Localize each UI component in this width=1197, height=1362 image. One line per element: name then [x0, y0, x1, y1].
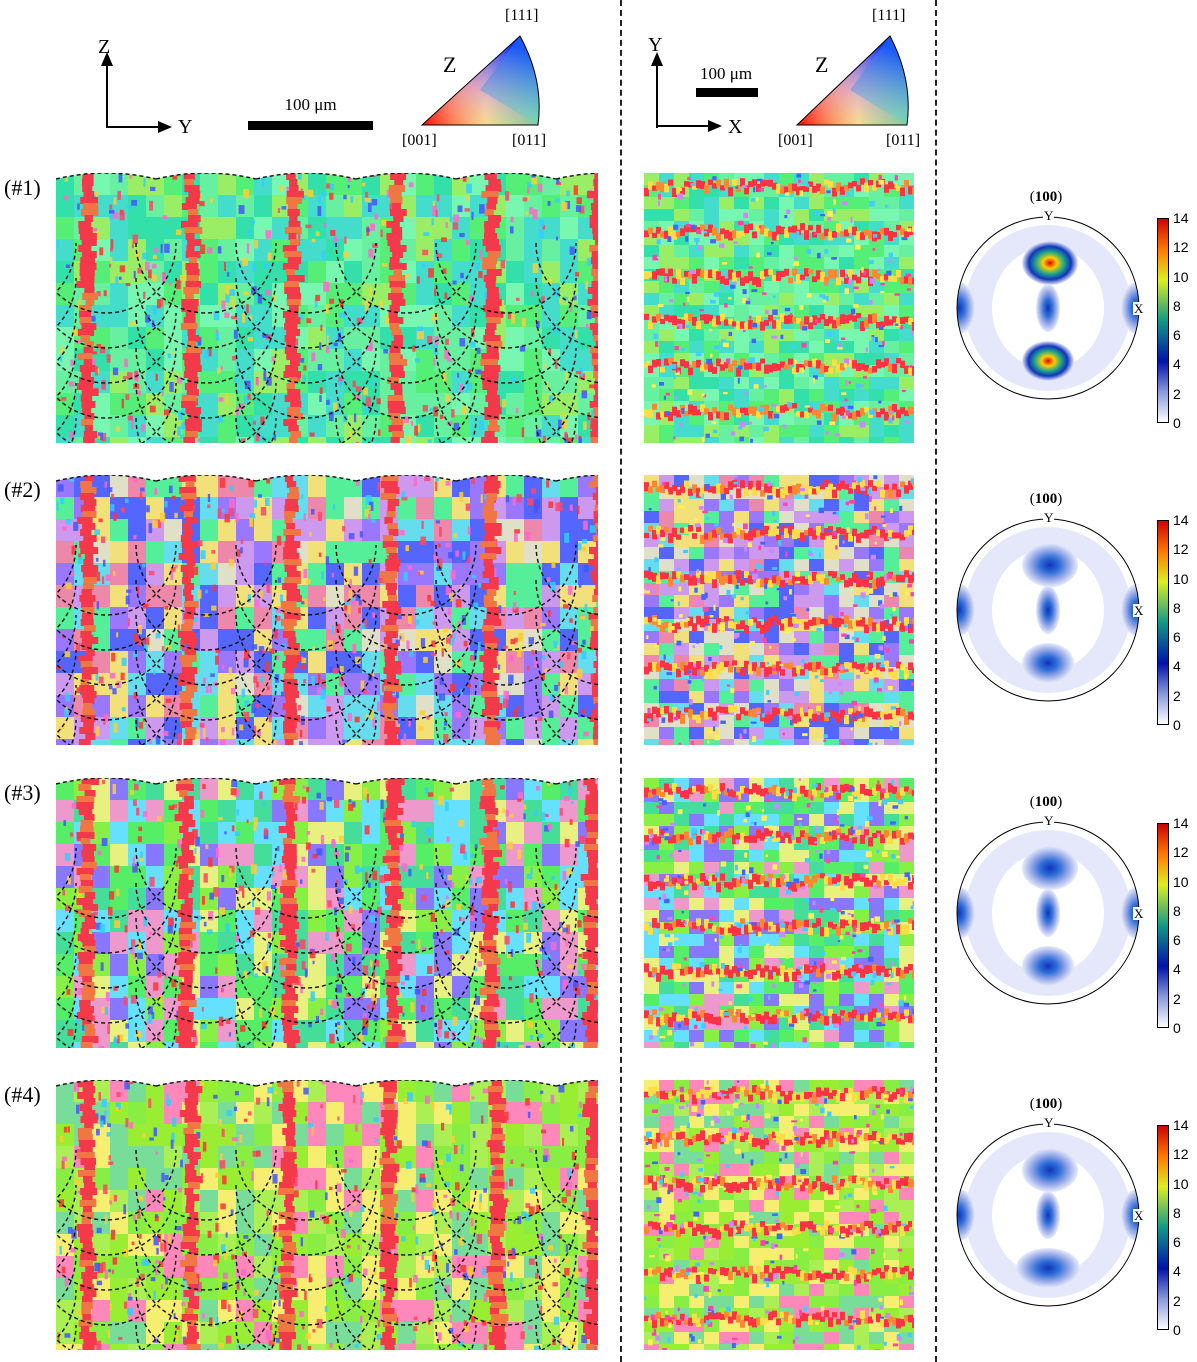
ebsd-map-top-view [644, 1080, 914, 1350]
pole-figure-y-label: Y [1043, 510, 1055, 525]
colorbar-tick: 10 [1173, 268, 1189, 285]
colorbar-tick: 4 [1173, 658, 1181, 675]
colorbar-tick: 2 [1173, 990, 1181, 1007]
ebsd-map-cross-section [56, 1080, 598, 1350]
pole-figure-x-label: X [1133, 906, 1145, 921]
pole-figure-plane: 100 [1034, 189, 1058, 205]
pole-figure-x-label: X [1133, 603, 1145, 618]
colorbar-tick: 4 [1173, 356, 1181, 373]
colorbar-tick: 12 [1173, 1146, 1189, 1163]
ipf-corner-111-left: [111] [505, 7, 539, 24]
colorbar-tick: 14 [1173, 512, 1189, 528]
colorbar-tick: 6 [1173, 1234, 1181, 1251]
ipf-corner-011-left: [011] [512, 132, 547, 149]
ebsd-map-top-view [644, 778, 914, 1048]
row-label: (#1) [4, 175, 41, 200]
colorbar [1157, 823, 1169, 1028]
colorbar-tick: 2 [1173, 1292, 1181, 1309]
colorbar-tick: 6 [1173, 932, 1181, 949]
colorbar-tick: 12 [1173, 541, 1189, 558]
ipf-corner-001-mid: [001] [778, 132, 813, 149]
row-label: (#2) [4, 477, 41, 502]
colorbar [1157, 218, 1169, 423]
axis-zy-icon [101, 52, 172, 133]
axis-z-label: Z [98, 36, 111, 58]
axis-yx-icon [651, 52, 722, 132]
ipf-corner-011-mid: [011] [886, 132, 921, 149]
pole-figure [956, 821, 1140, 1005]
colorbar-tick: 10 [1173, 1175, 1189, 1192]
scale-label-left: 100 μm [284, 95, 337, 114]
ebsd-map-top-view [644, 475, 914, 745]
colorbar-tick: 2 [1173, 687, 1181, 704]
ebsd-map-cross-section [56, 173, 598, 443]
pole-figure-y-label: Y [1043, 1115, 1055, 1130]
axis-y-label-mid: Y [648, 34, 663, 56]
ipf-corner-001-left: [001] [402, 132, 437, 149]
pole-figure-plane: 100 [1034, 1096, 1058, 1112]
colorbar-tick: 6 [1173, 327, 1181, 344]
colorbar-tick: 8 [1173, 902, 1181, 919]
colorbar-tick: 0 [1173, 1322, 1181, 1338]
ipf-triangle-mid-icon [795, 35, 909, 126]
pole-figure-plane: 100 [1034, 491, 1058, 507]
colorbar-tick: 0 [1173, 415, 1181, 431]
ipf-direction-left: Z [443, 52, 457, 77]
pole-figure [956, 1123, 1140, 1307]
ebsd-map-cross-section [56, 778, 598, 1048]
colorbar-tick: 8 [1173, 297, 1181, 314]
pole-figure [956, 518, 1140, 702]
colorbar-tick: 4 [1173, 961, 1181, 978]
colorbar-tick: 14 [1173, 1117, 1189, 1133]
pole-figure-x-label: X [1133, 1208, 1145, 1223]
colorbar-tick: 0 [1173, 717, 1181, 733]
scale-bar-mid [696, 88, 758, 97]
pole-figure-title: (100) [1029, 189, 1063, 205]
ebsd-map-cross-section [56, 475, 598, 745]
colorbar-tick: 14 [1173, 815, 1189, 831]
row-label: (#4) [4, 1082, 41, 1107]
axis-y-label: Y [178, 116, 193, 138]
colorbar-tick: 2 [1173, 385, 1181, 402]
colorbar-tick: 6 [1173, 629, 1181, 646]
colorbar-tick: 8 [1173, 599, 1181, 616]
axis-x-label-mid: X [728, 116, 743, 138]
colorbar [1157, 520, 1169, 725]
colorbar-tick: 12 [1173, 239, 1189, 256]
pole-figure [956, 216, 1140, 400]
colorbar-tick: 12 [1173, 844, 1189, 861]
scale-bar-left [248, 121, 373, 130]
pole-figure-title: (100) [1029, 794, 1063, 810]
pole-figure-title: (100) [1029, 491, 1063, 507]
pole-figure-y-label: Y [1043, 813, 1055, 828]
pole-figure-y-label: Y [1043, 208, 1055, 223]
ipf-triangle-left-icon [420, 35, 540, 126]
colorbar-tick: 10 [1173, 873, 1189, 890]
row-label: (#3) [4, 780, 41, 805]
colorbar-tick: 14 [1173, 210, 1189, 226]
ebsd-map-top-view [644, 173, 914, 443]
pole-figure-title: (100) [1029, 1096, 1063, 1112]
colorbar [1157, 1125, 1169, 1330]
ipf-corner-111-mid: [111] [872, 7, 906, 24]
separator-left [620, 0, 622, 1362]
scale-label-mid: 100 μm [699, 64, 753, 83]
pole-figure-plane: 100 [1034, 794, 1058, 810]
ipf-direction-mid: Z [815, 52, 829, 77]
separator-right [935, 0, 937, 1362]
colorbar-tick: 4 [1173, 1263, 1181, 1280]
colorbar-tick: 10 [1173, 570, 1189, 587]
pole-figure-x-label: X [1133, 301, 1145, 316]
colorbar-tick: 8 [1173, 1204, 1181, 1221]
colorbar-tick: 0 [1173, 1020, 1181, 1036]
